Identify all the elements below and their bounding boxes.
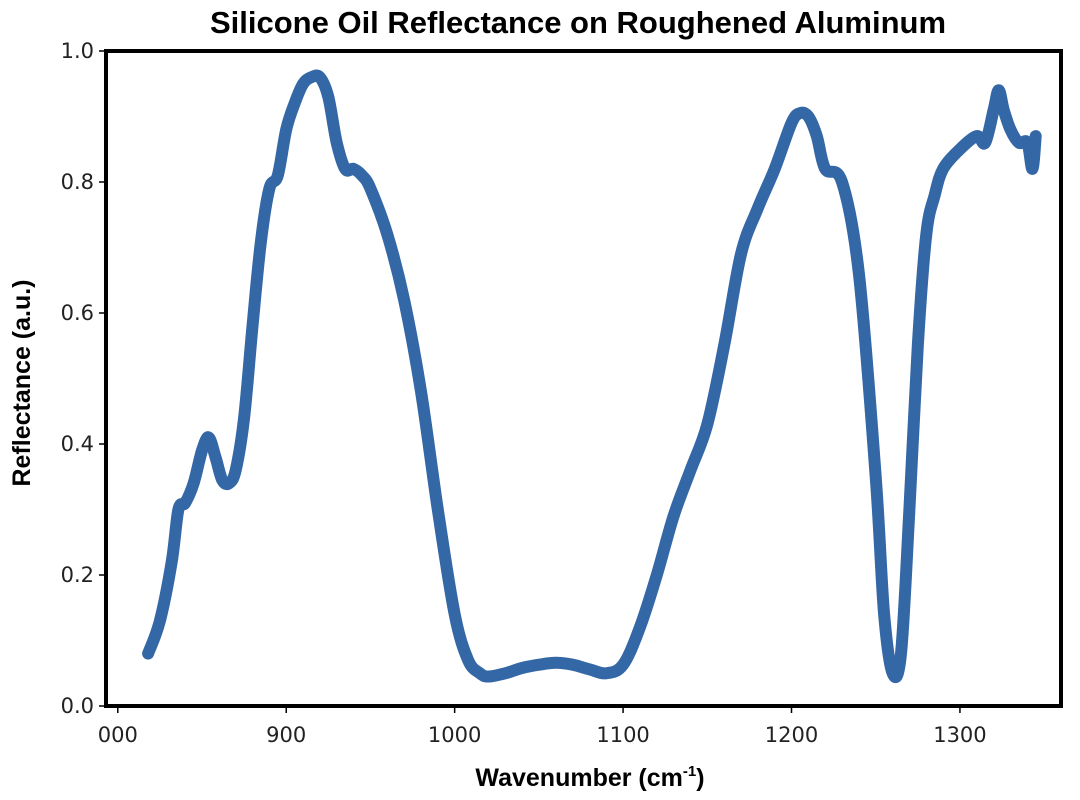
y-axis-ticks: 0.0 0.2 0.4 0.6 0.8 1.0 <box>61 39 106 718</box>
y-tick-label: 0.6 <box>61 301 94 325</box>
x-tick-label: 1100 <box>596 723 649 747</box>
x-tick-label: 000 <box>98 723 138 747</box>
y-tick-label: 0.2 <box>61 563 94 587</box>
plot-frame <box>104 49 1063 708</box>
y-tick-label: 0.4 <box>61 432 94 456</box>
y-tick-label: 0.0 <box>61 694 94 718</box>
x-axis-ticks: 000 900 1000 1100 1200 1300 <box>98 706 987 747</box>
x-tick-label: 1300 <box>933 723 986 747</box>
x-axis-label-superscript: -1 <box>683 763 696 780</box>
x-tick-label: 1000 <box>428 723 481 747</box>
y-axis-label: Reflectance (a.u.) <box>8 279 36 486</box>
series-line <box>142 69 1042 684</box>
x-axis-label-close: ) <box>696 764 704 792</box>
x-axis-label: Wavenumber (cm-1) <box>475 763 704 792</box>
x-axis-label-text: Wavenumber (cm <box>475 764 682 792</box>
x-tick-label: 1200 <box>765 723 818 747</box>
y-tick-label: 0.8 <box>61 170 94 194</box>
chart-title: Silicone Oil Reflectance on Roughened Al… <box>210 5 946 40</box>
x-tick-label: 900 <box>266 723 306 747</box>
y-tick-label: 1.0 <box>61 39 94 63</box>
